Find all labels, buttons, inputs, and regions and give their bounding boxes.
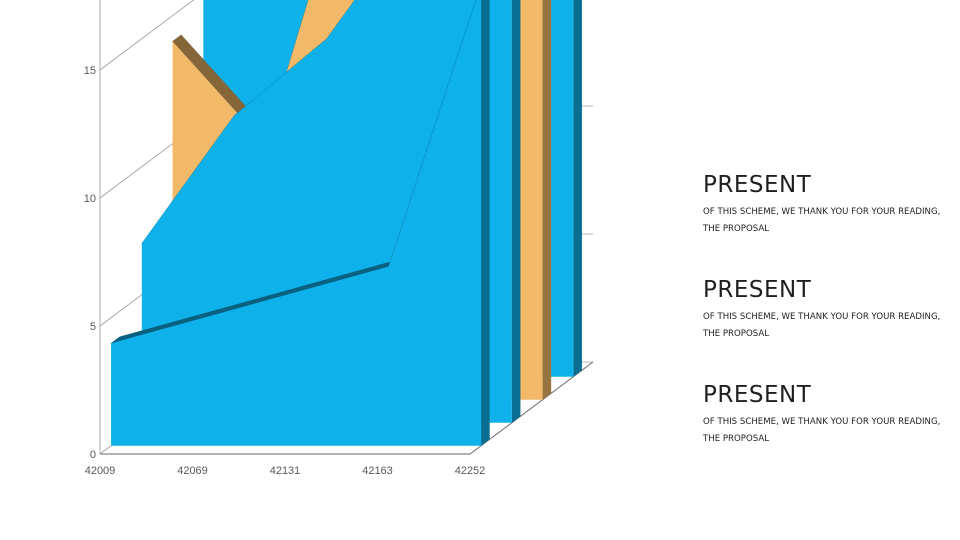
y-tick-label: 10 xyxy=(84,193,96,205)
x-tick-label: 42163 xyxy=(362,465,393,477)
area-front-face xyxy=(111,0,482,446)
area-side-face xyxy=(511,0,521,423)
area-side-face xyxy=(542,0,552,400)
chart-series xyxy=(110,0,582,446)
y-axis-ticks: 05101520253035 xyxy=(84,65,96,461)
x-tick-label: 42009 xyxy=(85,465,116,477)
text-block-2: PRESENT OF THIS SCHEME, WE THANK YOU FOR… xyxy=(703,277,943,342)
block-text: OF THIS SCHEME, WE THANK YOU FOR YOUR RE… xyxy=(703,312,941,339)
area-side-face xyxy=(573,0,582,377)
block-title: PRESENT xyxy=(703,382,812,408)
floor-edge xyxy=(100,361,594,455)
text-block-3: PRESENT OF THIS SCHEME, WE THANK YOU FOR… xyxy=(703,382,943,447)
x-axis-ticks: 42009 42069 42131 42163 42252 xyxy=(85,465,486,477)
y-tick-label: 0 xyxy=(90,449,96,461)
y-tick-label: 15 xyxy=(84,65,96,77)
block-text: OF THIS SCHEME, WE THANK YOU FOR YOUR RE… xyxy=(703,207,941,234)
y-tick-label: 5 xyxy=(90,321,96,333)
block-text: OF THIS SCHEME, WE THANK YOU FOR YOUR RE… xyxy=(703,417,941,444)
x-tick-label: 42252 xyxy=(455,465,486,477)
text-block-1: PRESENT OF THIS SCHEME, WE THANK YOU FOR… xyxy=(703,172,943,237)
area-side-face xyxy=(481,0,490,446)
gridline xyxy=(99,0,195,71)
block-title: PRESENT xyxy=(703,277,812,303)
block-title: PRESENT xyxy=(703,172,812,198)
x-tick-label: 42131 xyxy=(270,465,301,477)
series-area xyxy=(110,0,490,446)
x-tick-label: 42069 xyxy=(177,465,208,477)
